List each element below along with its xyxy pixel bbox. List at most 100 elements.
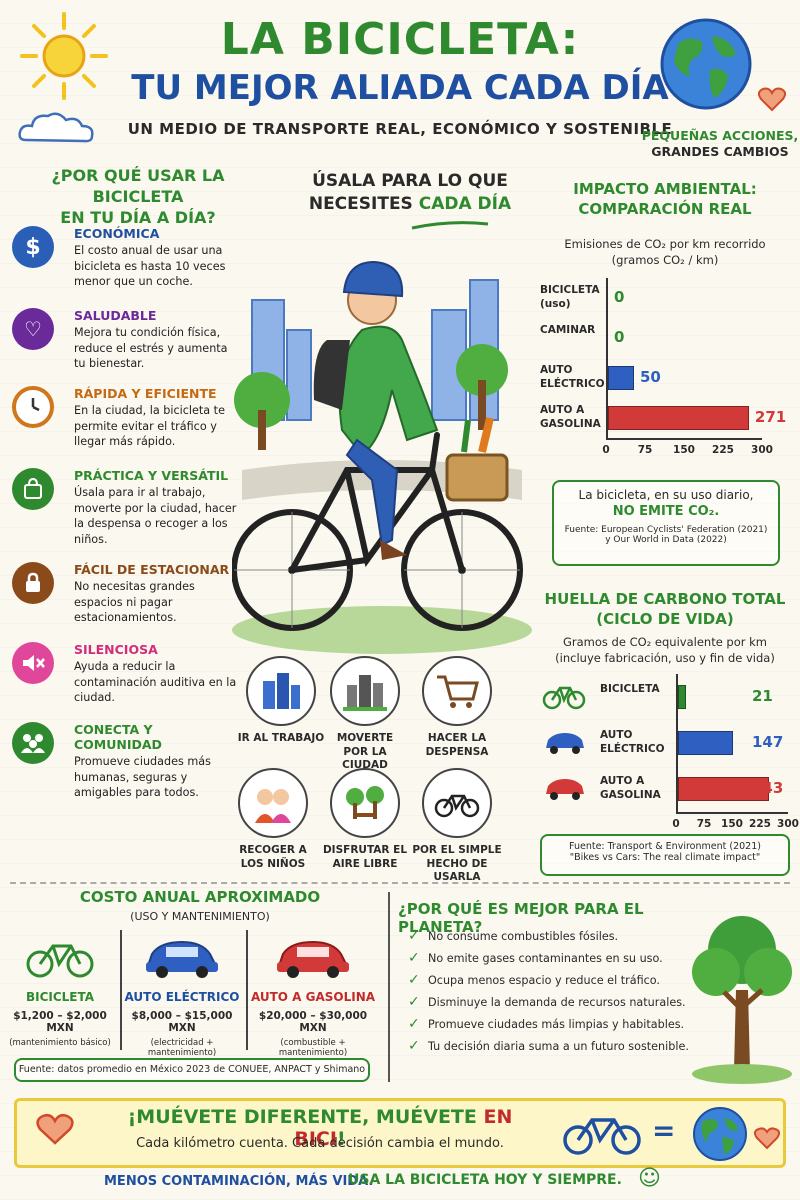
benefit-desc: Mejora tu condición física, reduce el es… [74,326,228,371]
axis-tick-label: 300 [777,818,799,830]
bar-category-label: BICICLETA (uso) [540,284,600,310]
chart-axis [676,674,678,812]
bar-category-label: CAMINAR [540,324,596,336]
usecase-label-2: LOS NIÑOS [240,857,306,870]
benefit-desc: Ayuda a reducir la contaminación auditiv… [74,660,237,705]
source-line2: "Bikes vs Cars: The real climate impact" [569,852,761,863]
benefit-title: FÁCIL DE ESTACIONAR [74,562,230,577]
use-title-line2: NECESITES CADA DÍA [290,193,530,216]
footprint-subtitle: Gramos de CO₂ equivalente por km (incluy… [535,634,795,666]
benefit-saludable: ♡ SALUDABLE Mejora tu condición física, r… [12,308,237,372]
impact-title-line1: IMPACTO AMBIENTAL: [573,180,757,198]
kids-icon [238,768,308,838]
sun-icon [20,12,108,100]
slogan-line2: GRANDES CAMBIOS [651,144,789,160]
benefit-desc: En la ciudad, la bicicleta te permite ev… [74,404,225,449]
benefit-title: ECONÓMICA [74,226,160,241]
cyclist-illustration [232,260,532,654]
usecase-ciudad: MOVERTE POR LA CIUDAD [320,656,410,773]
planet-item-text: Tu decisión diaria suma a un futuro sost… [428,1039,689,1053]
usecase-trabajo: IR AL TRABAJO [236,656,326,746]
equals-sign: = [652,1114,676,1147]
usecase-usarla: POR EL SIMPLE HECHO DE USARLA [412,768,502,885]
cost-note: (combustible + mantenimiento) [278,1038,348,1058]
car-icon [542,776,588,806]
smile-icon: ☺ [638,1166,661,1191]
column-divider [388,892,390,1082]
cost-price: $1,200 – $2,000 MXN [13,1010,107,1034]
bar [678,731,733,755]
usecase-despensa: HACER LA DESPENSA [412,656,502,759]
cost-header: COSTO ANUAL APROXIMADO (USO Y MANTENIMIE… [20,888,380,923]
usecase-label: IR AL TRABAJO [237,732,325,744]
buildings-icon [246,656,316,726]
planet-item: ✓ Disminuye la demanda de recursos natura… [408,994,686,1010]
bar-value-label: 0 [614,288,625,306]
planet-item: ✓ No emite gases contaminantes en su uso. [408,950,663,966]
cost-title: COSTO ANUAL APROXIMADO [79,888,321,906]
cart-icon [422,656,492,726]
why-section-title: ¿POR QUÉ USAR LA BICICLETA EN TU DÍA A D… [8,166,268,228]
bar-category-label: AUTO A GASOLINA [540,404,601,430]
cost-price: $8,000 – $15,000 MXN [131,1010,233,1034]
note-line1: La bicicleta, en su uso diario, [578,488,754,502]
planet-item: ✓ Ocupa menos espacio y reduce el tráfico… [408,972,660,988]
bike-icon [26,944,94,978]
use-title-line1: ÚSALA PARA LO QUE [312,171,508,191]
car-icon [277,940,349,978]
axis-tick-label: 150 [721,818,743,830]
benefit-desc: El costo anual de usar una bicicleta es … [74,244,226,289]
heart-icon [758,87,786,112]
use-title-part: NECESITES [308,193,419,214]
cost-col-gasolina: AUTO A GASOLINA $20,000 – $30,000 MXN (c… [248,936,378,1058]
cost-divider [120,930,122,1050]
footer-slogan-left: MENOS CONTAMINACIÓN, MÁS VIDA. [104,1174,374,1189]
planet-item-text: Ocupa menos espacio y reduce el tráfico. [428,973,660,987]
impact-sub-line2: (gramos CO₂ / km) [611,253,719,268]
why-title-line1: ¿POR QUÉ USAR LA BICICLETA [51,166,225,206]
axis-tick-label: 75 [637,444,653,456]
globe-icon [660,18,752,110]
impact-title-line2: COMPARACIÓN REAL [578,199,752,218]
footprint-title-line1: HUELLA DE CARBONO TOTAL [544,590,786,608]
underline-stroke [411,221,489,230]
usecase-label: MOVERTE [336,732,394,744]
planet-item: ✓ Tu decisión diaria suma a un futuro sos… [408,1038,689,1054]
impact-sub-line1: Emisiones de CO₂ por km recorrido [564,237,766,251]
footprint-sub-line1: Gramos de CO₂ equivalente por km [562,635,768,649]
city-icon [330,656,400,726]
why-title-line2: EN TU DÍA A DÍA? [60,207,216,227]
section-divider [10,882,790,884]
source-line1: Fuente: European Cyclists' Federation (2… [564,525,768,535]
bar-category-label: AUTO ELÉCTRICO [600,729,665,755]
bike-icon [563,1118,641,1155]
benefit-rapida: RÁPIDA Y EFICIENTE En la ciudad, la bicic… [12,386,237,450]
check-icon: ✓ [408,1016,420,1032]
note-line2: NO EMITE CO₂. [612,504,720,519]
bar-value-label: 21 [752,687,773,705]
impact-note-box: La bicicleta, en su uso diario, NO EMITE… [552,480,780,566]
cost-note: (mantenimiento básico) [9,1038,111,1048]
banner-text-c: ! [336,1128,346,1150]
bar [608,406,749,430]
check-icon: ✓ [408,972,420,988]
benefit-title: SILENCIOSA [74,642,158,657]
usecase-label-2: DESPENSA [425,745,489,758]
usecase-ninos: RECOGER A LOS NIÑOS [228,768,318,871]
axis-tick-label: 225 [712,444,734,456]
bar-value-label: 243 [752,779,784,797]
cost-source: Fuente: datos promedio en México 2023 de… [18,1064,366,1075]
heart-icon [36,1113,74,1145]
banner-subtext: Cada kilómetro cuenta. Cada decisión cam… [136,1136,504,1151]
park-icon [330,768,400,838]
usecase-label-2: AIRE LIBRE [332,857,398,870]
page-subtitle: UN MEDIO DE TRANSPORTE REAL, ECONÓMICO Y… [127,120,673,138]
axis-tick-label: 225 [749,818,771,830]
footer-slogan-right: USA LA BICICLETA HOY Y SIEMPRE. [348,1172,622,1188]
banner-text-a: ¡MUÉVETE DIFERENTE, MUÉVETE [127,1106,484,1128]
usecase-label-2: POR LA CIUDAD [342,745,388,772]
footer-banner [14,1098,786,1168]
benefit-title: SALUDABLE [74,308,157,323]
tree-icon [692,916,792,1084]
cost-note: (electricidad + mantenimiento) [147,1038,217,1058]
